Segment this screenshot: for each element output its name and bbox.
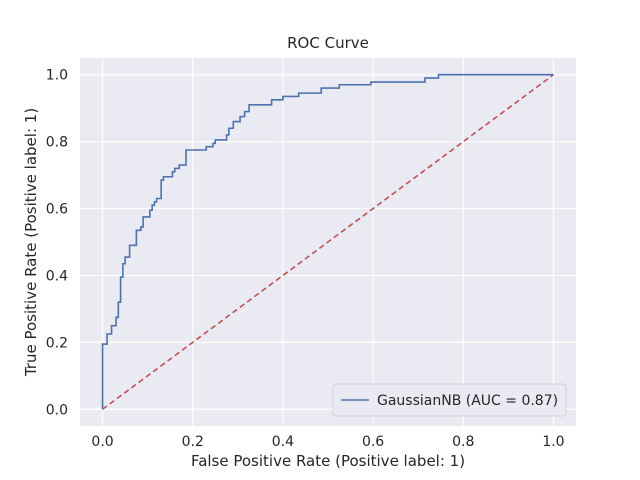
roc-curve-line bbox=[101, 73, 554, 410]
y-tick-label: 0.4 bbox=[46, 268, 68, 284]
grid-lines bbox=[80, 58, 576, 426]
x-tick-label: 0.0 bbox=[91, 434, 113, 450]
x-tick-label: 0.8 bbox=[452, 434, 474, 450]
y-tick-label: 0.6 bbox=[46, 202, 68, 218]
x-axis-label: False Positive Rate (Positive label: 1) bbox=[191, 452, 465, 470]
y-tick-label: 0.0 bbox=[46, 402, 68, 418]
x-tick-label: 0.4 bbox=[272, 434, 294, 450]
y-tick-label: 0.2 bbox=[46, 335, 68, 351]
chart-title: ROC Curve bbox=[287, 34, 369, 52]
x-tick-label: 0.2 bbox=[182, 434, 204, 450]
y-tick-label: 0.8 bbox=[46, 135, 68, 151]
x-tick-label: 1.0 bbox=[542, 434, 564, 450]
series-layer bbox=[101, 73, 554, 410]
x-tick-labels: 0.0 0.2 0.4 0.6 0.8 1.0 bbox=[91, 434, 564, 450]
legend: GaussianNB (AUC = 0.87) bbox=[332, 383, 567, 417]
legend-label-gaussiannb: GaussianNB (AUC = 0.87) bbox=[377, 393, 558, 409]
y-tick-label: 1.0 bbox=[46, 68, 68, 84]
y-axis-label: True Positive Rate (Positive label: 1) bbox=[22, 108, 40, 377]
y-tick-labels: 0.0 0.2 0.4 0.6 0.8 1.0 bbox=[46, 68, 68, 419]
chance-line bbox=[102, 74, 554, 410]
legend-box bbox=[332, 383, 567, 417]
x-tick-label: 0.6 bbox=[362, 434, 384, 450]
